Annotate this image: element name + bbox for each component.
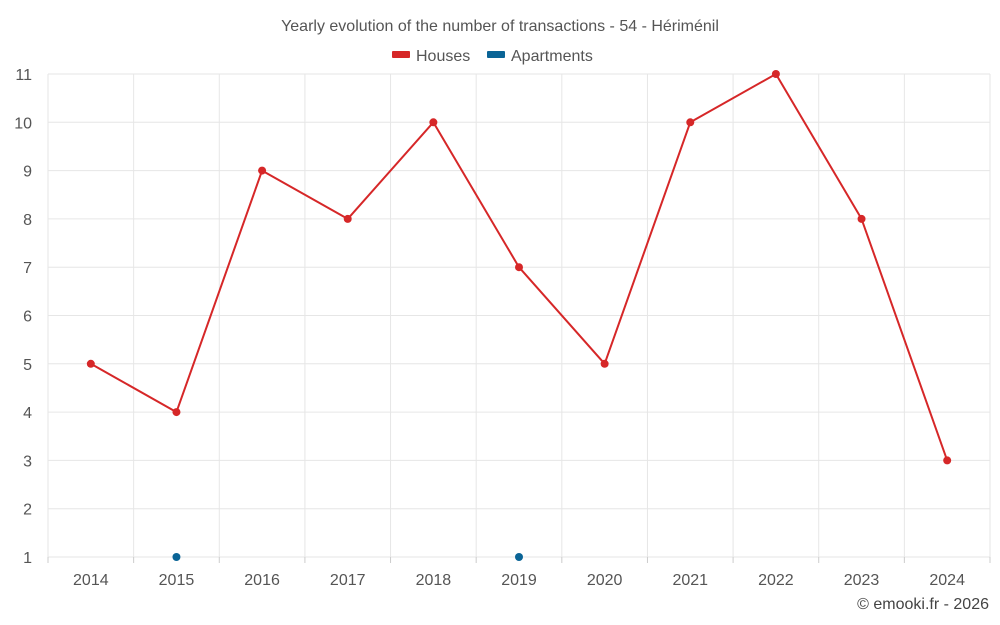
legend-item-houses[interactable]: Houses — [392, 48, 470, 65]
y-axis-ticks: 1 2 3 4 5 6 7 8 9 10 11 — [14, 67, 32, 567]
x-gridlines — [47, 74, 991, 563]
x-tick-label: 2015 — [159, 572, 195, 589]
data-point-houses[interactable] — [429, 118, 438, 127]
y-tick-label: 11 — [15, 67, 32, 84]
data-point-houses[interactable] — [857, 214, 866, 223]
data-point-houses[interactable] — [943, 456, 952, 465]
y-tick-label: 6 — [23, 309, 32, 326]
x-tick-label: 2018 — [416, 572, 452, 589]
y-tick-label: 2 — [23, 502, 32, 519]
series-houses — [86, 70, 952, 465]
data-point-houses[interactable] — [86, 359, 95, 368]
x-tick-label: 2014 — [73, 572, 109, 589]
data-point-houses[interactable] — [172, 408, 181, 417]
x-axis-ticks: 2014 2015 2016 2017 2018 2019 2020 2021 2022 2023… — [73, 572, 965, 589]
legend-label-apartments: Apartments — [511, 48, 593, 65]
x-tick-label: 2024 — [929, 572, 965, 589]
x-tick-label: 2020 — [587, 572, 623, 589]
x-tick-label: 2022 — [758, 572, 794, 589]
y-tick-label: 8 — [23, 212, 32, 229]
y-tick-label: 5 — [23, 357, 32, 374]
data-point-houses[interactable] — [771, 70, 780, 78]
data-point-apartments[interactable] — [172, 553, 181, 561]
data-point-houses[interactable] — [686, 118, 695, 127]
y-tick-label: 10 — [14, 115, 32, 132]
x-tick-label: 2023 — [844, 572, 880, 589]
legend-label-houses: Houses — [416, 48, 470, 65]
legend-item-apartments[interactable]: Apartments — [487, 48, 593, 65]
legend-swatch-houses — [392, 51, 410, 58]
chart-title: Yearly evolution of the number of transa… — [281, 18, 719, 35]
x-tick-label: 2017 — [330, 572, 366, 589]
y-tick-label: 3 — [23, 453, 32, 470]
y-tick-label: 4 — [23, 405, 32, 422]
x-tick-label: 2019 — [501, 572, 537, 589]
series-layer — [86, 70, 952, 561]
series-apartments — [172, 553, 523, 561]
legend-swatch-apartments — [487, 51, 505, 58]
data-point-houses[interactable] — [600, 359, 609, 368]
y-tick-label: 7 — [23, 260, 32, 277]
x-tick-label: 2016 — [244, 572, 280, 589]
y-tick-label: 1 — [23, 550, 32, 567]
x-tick-label: 2021 — [672, 572, 708, 589]
data-point-houses[interactable] — [343, 214, 352, 223]
credit-text: © emooki.fr - 2026 — [857, 596, 989, 613]
data-point-houses[interactable] — [258, 166, 267, 175]
data-point-houses[interactable] — [515, 263, 523, 272]
legend: Houses Apartments — [392, 48, 593, 65]
y-gridlines — [48, 73, 990, 558]
data-point-apartments[interactable] — [515, 553, 523, 561]
y-tick-label: 9 — [23, 164, 32, 181]
